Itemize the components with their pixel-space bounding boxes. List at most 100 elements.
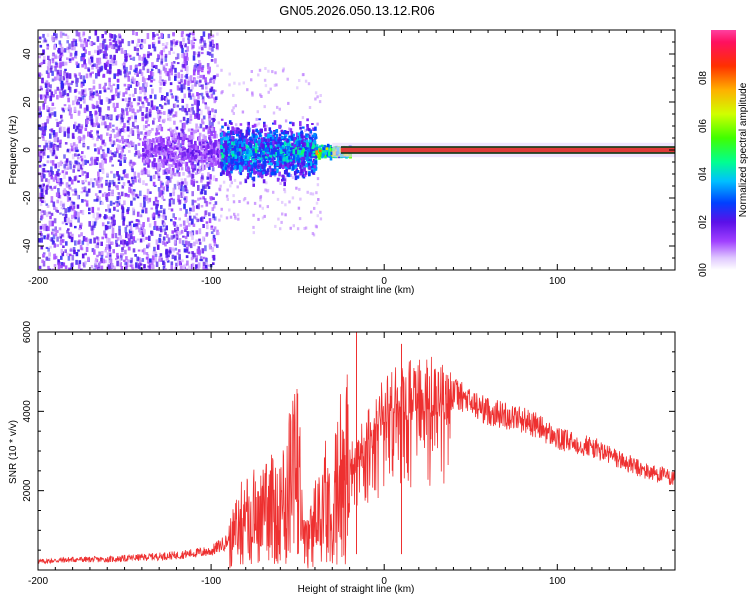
spectrogram-cell [90, 130, 93, 132]
spectrogram-cell [53, 107, 56, 110]
spectrogram-cell [252, 225, 255, 229]
spectrogram-cell [215, 193, 218, 196]
spectrogram-cell [182, 116, 186, 121]
spectrogram-cell [243, 145, 246, 149]
spectrogram-cell [53, 205, 56, 210]
spectrogram-cell [76, 102, 79, 106]
spectrogram-cell [257, 147, 260, 150]
spectrogram-cell [74, 129, 78, 132]
spectrogram-cell [172, 51, 176, 54]
spectrogram-cell [173, 147, 176, 150]
spectrogram-cell [319, 148, 322, 151]
spectrogram-cell [197, 185, 200, 191]
spectrogram-cell [46, 116, 50, 122]
spectrogram-cell [154, 251, 158, 255]
spectrogram-cell [38, 151, 41, 157]
spectrogram-cell [246, 88, 249, 92]
spectrogram-cell [45, 246, 49, 249]
spectrogram-cell [87, 238, 90, 242]
spectrogram-cell [104, 249, 107, 253]
spectrogram-cell [116, 84, 120, 90]
spectrogram-cell [308, 128, 311, 132]
spectrogram-cell [190, 144, 193, 149]
spectrogram-cell [183, 178, 187, 184]
spectrogram-cell [133, 176, 137, 180]
spectrogram-cell [259, 195, 263, 198]
spectrogram-cell [165, 42, 169, 46]
spectrogram-cell [107, 192, 111, 197]
spectrogram-cell [172, 221, 176, 226]
spectrogram-cell [310, 141, 314, 147]
spectrogram-cell [253, 160, 256, 163]
spectrogram-cell [120, 254, 123, 261]
spectrogram-cell [131, 179, 135, 185]
spectrogram-cell [203, 156, 206, 159]
spectrogram-cell [297, 206, 301, 210]
spectrogram-cell [65, 241, 68, 246]
spectrogram-cell [129, 188, 133, 194]
spectrogram-cell [78, 36, 82, 42]
spectrogram-cell [161, 152, 165, 156]
spectrogram-cell [153, 34, 156, 37]
spectrogram-cell [38, 164, 42, 168]
spectrogram-cell [94, 260, 97, 266]
spectrogram-cell [310, 166, 314, 169]
spectrogram-cell [94, 148, 97, 152]
spectrogram-cell [296, 162, 300, 167]
spectrogram-cell [216, 32, 219, 36]
spectrogram-cell [210, 77, 213, 80]
spectrogram-cell [174, 76, 177, 81]
spectrogram-cell [123, 259, 126, 262]
spectrogram-cell [168, 164, 171, 167]
spectrogram-cell [133, 98, 136, 102]
spectrogram-cell [205, 157, 208, 161]
spectrogram-cell [107, 45, 111, 48]
spectrogram-cell [141, 76, 145, 82]
spectrogram-cell [186, 231, 190, 237]
spectrogram-cell [85, 200, 89, 206]
spectrogram-cell [280, 129, 284, 133]
spectrogram-cell [106, 59, 110, 65]
spectrogram-cell [226, 163, 230, 168]
spectrogram-cell [272, 145, 276, 148]
spectrogram-cell [234, 216, 237, 220]
spectrogram-cell [206, 146, 210, 149]
spectrogram-cell [286, 131, 290, 135]
spectrogram-cell [111, 241, 114, 245]
spectrogram-cell [284, 132, 288, 137]
spectrogram-cell [188, 211, 191, 215]
spectrogram-cell [207, 111, 210, 115]
spectrogram-cell [298, 187, 301, 191]
spectrogram-cell [40, 245, 44, 250]
center-band [340, 147, 675, 153]
spectrogram-cell [185, 72, 189, 75]
spectrogram-cell [77, 211, 80, 218]
spectrogram-cell [41, 126, 44, 130]
spectrogram-cell [127, 234, 130, 239]
spectrogram-cell [312, 142, 315, 147]
spectrogram-cell [109, 54, 113, 60]
spectrogram-cell [127, 106, 130, 110]
spectrogram-cell [118, 34, 121, 39]
spectrogram-cell [240, 161, 244, 166]
spectrogram-cell [59, 69, 62, 76]
spectrogram-cell [148, 146, 152, 151]
spectrogram-cell [184, 152, 187, 156]
spectrogram-cell [141, 225, 145, 230]
spectrogram-cell [186, 46, 189, 52]
spectrogram-cell [158, 167, 162, 170]
spectrogram-cell [162, 64, 166, 67]
spectrogram-cell [177, 72, 180, 79]
spectrogram-cell [50, 91, 54, 97]
spectrogram-cell [84, 88, 87, 93]
spectrogram-cell [230, 136, 234, 139]
spectrogram-cell [104, 82, 107, 86]
spectrogram-cell [210, 127, 214, 131]
spectrogram-cell [146, 268, 149, 270]
spectrogram-cell [144, 86, 147, 93]
spectrogram-cell [104, 31, 108, 35]
spectrogram-cell [238, 82, 241, 86]
spectrogram-cell [193, 78, 196, 83]
spectrogram-cell [210, 133, 214, 139]
spectrogram-cell [148, 113, 152, 117]
